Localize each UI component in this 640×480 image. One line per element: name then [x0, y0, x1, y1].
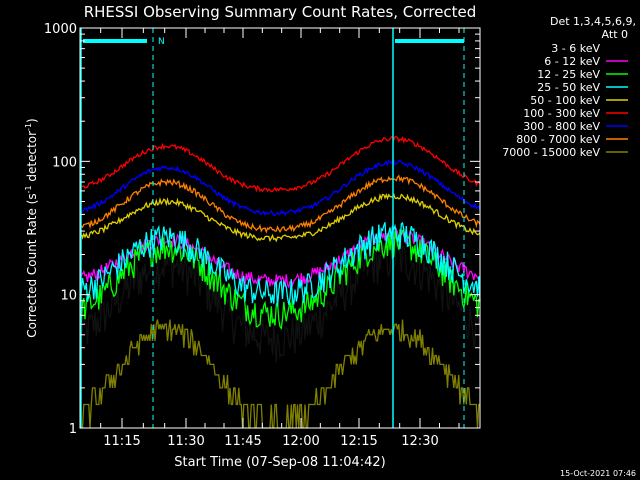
y-axis-label-sup2: -1 [24, 123, 33, 131]
legend-label-3: 25 - 50 keV [537, 81, 600, 94]
y-axis-label-main: Corrected Count Rate (s [25, 193, 39, 337]
x-axis-label: Start Time (07-Sep-08 11:04:42) [174, 455, 385, 470]
series-line-5 [79, 136, 481, 193]
legend-header-line1: Det 1,3,4,5,6,9, [550, 15, 636, 28]
legend-label-7: 800 - 7000 keV [516, 133, 600, 146]
series-line-7 [79, 174, 481, 234]
x-tick-label-5: 12:30 [401, 434, 438, 449]
chart-title: RHESSI Observing Summary Count Rates, Co… [84, 3, 477, 21]
x-tick-label-2: 11:45 [224, 434, 261, 449]
legend-label-0: 3 - 6 keV [551, 42, 600, 55]
plot-frame [79, 27, 481, 429]
y-axis-label: Corrected Count Rate (s-1 detector-1) [24, 118, 39, 337]
x-tick-label-3: 12:00 [282, 434, 319, 449]
series-line-4 [79, 192, 481, 243]
render-timestamp: 15-Oct-2021 07:46 [560, 469, 636, 478]
x-tick-label-0: 11:15 [103, 434, 140, 449]
y-tick-label-0: 1 [69, 422, 77, 437]
series-line-3 [79, 221, 481, 307]
y-axis-label-end: ) [25, 118, 39, 123]
flag-label: N [158, 37, 165, 47]
y-tick-label-1: 10 [60, 289, 77, 304]
legend-label-4: 50 - 100 keV [530, 94, 600, 107]
axes-layer: 1 10 100 1000 11:15 11:30 11:45 12:00 12:15 12:30 [44, 22, 481, 449]
series-layer [79, 136, 481, 429]
y-axis-label-sup1: -1 [24, 185, 33, 193]
x-tick-label-4: 12:15 [340, 434, 377, 449]
legend-label-5: 100 - 300 keV [523, 107, 600, 120]
legend-label-1: 6 - 12 keV [544, 55, 600, 68]
series-line-1 [79, 227, 481, 290]
series-line-2 [79, 229, 480, 330]
series-line-6 [79, 158, 481, 217]
overlay-layer: N [80, 28, 465, 428]
y-tick-label-2: 100 [52, 155, 77, 170]
legend-label-8: 7000 - 15000 keV [502, 146, 600, 159]
y-tick-label-3: 1000 [44, 22, 77, 37]
legend-label-2: 12 - 25 keV [537, 68, 600, 81]
legend-label-6: 300 - 800 keV [523, 120, 600, 133]
series-line-0 [79, 242, 481, 363]
y-axis-label-mid: detector [25, 131, 39, 186]
x-tick-label-1: 11:30 [167, 434, 204, 449]
legend-header-line2: Att 0 [602, 28, 628, 41]
